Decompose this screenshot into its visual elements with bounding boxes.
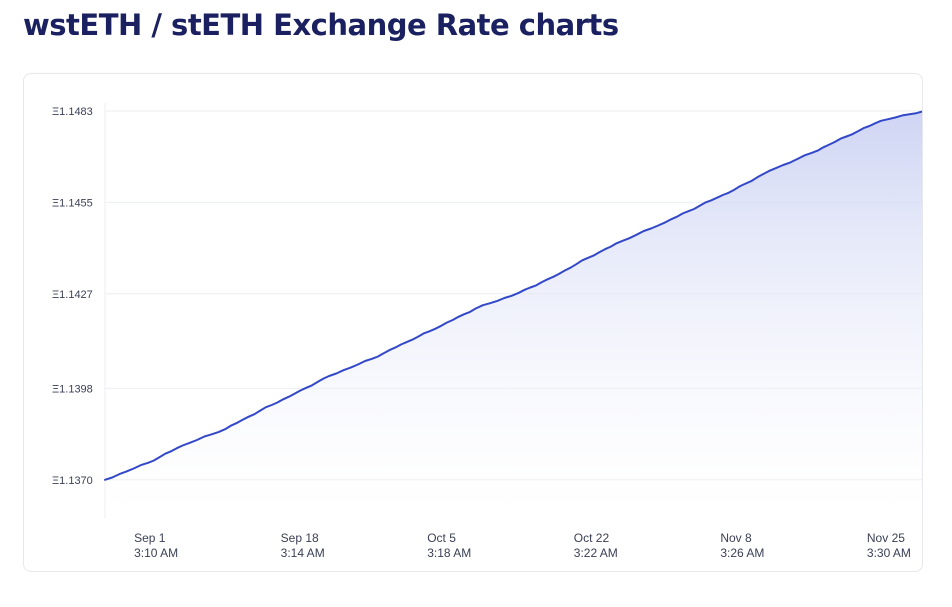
x-tick-label-date: Sep 1 xyxy=(134,531,166,545)
series-exchange-rate xyxy=(104,110,923,516)
y-tick-label: Ξ1.1427 xyxy=(52,289,93,301)
y-tick-label: Ξ1.1370 xyxy=(52,475,93,487)
chart-card: Ξ1.1370 Ξ1.1398 Ξ1.1427 Ξ1.1455 Ξ1.1483 Sep … xyxy=(23,73,923,572)
x-tick-label-time: 3:22 AM xyxy=(574,546,618,560)
x-tick-label-date: Nov 25 xyxy=(867,531,905,545)
series-line[interactable] xyxy=(104,110,923,481)
y-tick-label: Ξ1.1483 xyxy=(52,106,93,118)
x-axis: Sep 13:10 AM Sep 183:14 AM Oct 53:18 AM Oct… xyxy=(134,531,911,560)
y-tick-label: Ξ1.1398 xyxy=(52,383,93,395)
x-tick-label-date: Sep 18 xyxy=(281,531,319,545)
x-tick-label-time: 3:30 AM xyxy=(867,546,911,560)
x-tick-label-time: 3:18 AM xyxy=(427,546,471,560)
page-title: wstETH / stETH Exchange Rate charts xyxy=(23,8,619,42)
exchange-rate-chart[interactable]: Ξ1.1370 Ξ1.1398 Ξ1.1427 Ξ1.1455 Ξ1.1483 Sep … xyxy=(24,74,923,572)
x-tick-label-date: Oct 5 xyxy=(427,531,456,545)
x-tick-label-time: 3:26 AM xyxy=(720,546,764,560)
x-tick-label-time: 3:14 AM xyxy=(281,546,325,560)
x-tick-label-date: Nov 8 xyxy=(720,531,752,545)
x-tick-label-date: Oct 22 xyxy=(574,531,610,545)
series-area xyxy=(105,111,922,516)
y-tick-label: Ξ1.1455 xyxy=(52,197,93,209)
x-tick-label-time: 3:10 AM xyxy=(134,546,178,560)
y-axis: Ξ1.1370 Ξ1.1398 Ξ1.1427 Ξ1.1455 Ξ1.1483 xyxy=(52,103,106,518)
